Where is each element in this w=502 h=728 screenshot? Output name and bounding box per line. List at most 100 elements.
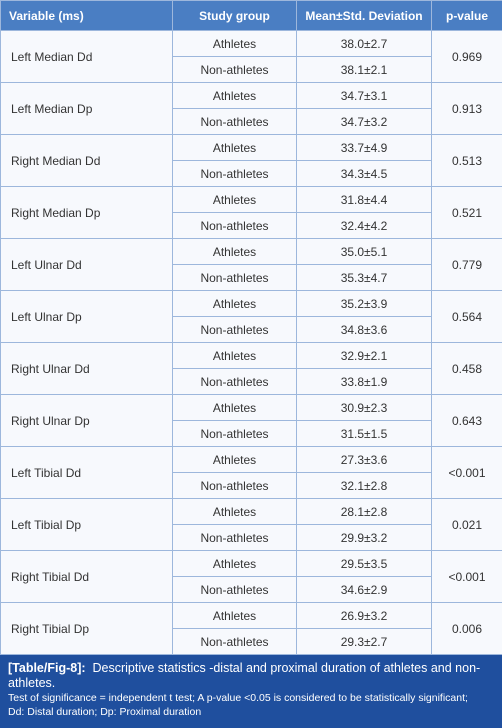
group-cell: Athletes [172, 550, 297, 577]
mean-cell: 32.1±2.8 [296, 472, 432, 499]
mean-cell: 29.9±3.2 [296, 524, 432, 551]
table-row: Right Ulnar Dp Athletes 30.9±2.3 0.643 [0, 394, 502, 447]
table-row: Left Ulnar Dp Athletes 35.2±3.9 0.564 [0, 290, 502, 343]
p-value-cell: <0.001 [431, 446, 502, 499]
mean-cell: 32.9±2.1 [296, 342, 432, 369]
header-row: Variable (ms) Study group Mean±Std. Deviat… [0, 0, 502, 31]
table-row: Left Median Dd Athletes 38.0±2.7 0.969 [0, 30, 502, 83]
mean-cell: 29.3±2.7 [296, 628, 432, 655]
group-cell: Non-athletes [172, 368, 297, 395]
p-value-cell: 0.913 [431, 82, 502, 135]
table-row: Left Ulnar Dd Athletes 35.0±5.1 0.779 [0, 238, 502, 291]
caption-main: [Table/Fig-8]: Descriptive statistics -d… [8, 661, 494, 691]
table-row: Right Median Dd Athletes 33.7±4.9 0.513 [0, 134, 502, 187]
variable-cell: Left Ulnar Dd [0, 238, 173, 291]
table-row: Left Median Dp Athletes 34.7±3.1 0.913 [0, 82, 502, 135]
mean-cell: 27.3±3.6 [296, 446, 432, 473]
table-row: Non-athletes 34.6±2.9 [1, 576, 502, 603]
variable-cell: Right Tibial Dd [0, 550, 173, 603]
table-row: Non-athletes 32.4±4.2 [1, 212, 502, 239]
variable-cell: Left Tibial Dd [0, 446, 173, 499]
mean-cell: 38.0±2.7 [296, 30, 432, 57]
variable-cell: Left Tibial Dp [0, 498, 173, 551]
table-row: Right Ulnar Dd Athletes 32.9±2.1 0.458 [0, 342, 502, 395]
group-cell: Non-athletes [172, 108, 297, 135]
mean-cell: 30.9±2.3 [296, 394, 432, 421]
mean-cell: 31.5±1.5 [296, 420, 432, 447]
table-row: Non-athletes 38.1±2.1 [1, 56, 502, 83]
variable-cell: Left Median Dp [0, 82, 173, 135]
mean-cell: 34.3±4.5 [296, 160, 432, 187]
mean-cell: 34.8±3.6 [296, 316, 432, 343]
group-cell: Non-athletes [172, 264, 297, 291]
variable-cell: Left Ulnar Dp [0, 290, 173, 343]
table-row: Non-athletes 35.3±4.7 [1, 264, 502, 291]
p-value-cell: <0.001 [431, 550, 502, 603]
variable-cell: Right Ulnar Dd [0, 342, 173, 395]
mean-cell: 35.3±4.7 [296, 264, 432, 291]
mean-cell: 35.2±3.9 [296, 290, 432, 317]
mean-cell: 28.1±2.8 [296, 498, 432, 525]
mean-cell: 32.4±4.2 [296, 212, 432, 239]
caption-note: Dd: Distal duration; Dp: Proximal durati… [8, 706, 202, 718]
p-value-cell: 0.513 [431, 134, 502, 187]
p-value-cell: 0.969 [431, 30, 502, 83]
mean-cell: 29.5±3.5 [296, 550, 432, 577]
table-row: Left Tibial Dp Athletes 28.1±2.8 0.021 [0, 498, 502, 551]
group-cell: Non-athletes [172, 524, 297, 551]
caption-text: Descriptive statistics -distal and proxi… [8, 661, 481, 690]
variable-cell: Right Tibial Dp [0, 602, 173, 655]
group-cell: Non-athletes [172, 628, 297, 655]
caption-label: [Table/Fig-8]: [8, 661, 86, 675]
table-body: Left Median Dd Athletes 38.0±2.7 0.969 Non-a… [0, 30, 502, 655]
group-cell: Athletes [172, 602, 297, 629]
table-row: Non-athletes 29.9±3.2 [1, 524, 502, 551]
column-header: Variable (ms) [0, 0, 173, 31]
mean-cell: 26.9±3.2 [296, 602, 432, 629]
group-cell: Non-athletes [172, 212, 297, 239]
data-table: Variable (ms) Study group Mean±Std. Deviat… [0, 0, 502, 655]
mean-cell: 31.8±4.4 [296, 186, 432, 213]
group-cell: Non-athletes [172, 472, 297, 499]
table-row: Non-athletes 33.8±1.9 [1, 368, 502, 395]
column-header: Study group [172, 0, 297, 31]
group-cell: Non-athletes [172, 576, 297, 603]
group-cell: Athletes [172, 30, 297, 57]
p-value-cell: 0.021 [431, 498, 502, 551]
mean-cell: 33.7±4.9 [296, 134, 432, 161]
group-cell: Athletes [172, 290, 297, 317]
p-value-cell: 0.779 [431, 238, 502, 291]
column-header: p-value [431, 0, 502, 31]
group-cell: Athletes [172, 186, 297, 213]
variable-cell: Left Median Dd [0, 30, 173, 83]
group-cell: Athletes [172, 82, 297, 109]
mean-cell: 34.7±3.2 [296, 108, 432, 135]
column-header: Mean±Std. Deviation [296, 0, 432, 31]
variable-cell: Right Median Dp [0, 186, 173, 239]
caption-note: Test of significance = independent t tes… [8, 692, 468, 704]
p-value-cell: 0.564 [431, 290, 502, 343]
mean-cell: 38.1±2.1 [296, 56, 432, 83]
table-row: Non-athletes 29.3±2.7 [1, 628, 502, 655]
group-cell: Athletes [172, 342, 297, 369]
caption-notes: Test of significance = independent t tes… [8, 691, 494, 719]
mean-cell: 35.0±5.1 [296, 238, 432, 265]
p-value-cell: 0.006 [431, 602, 502, 655]
p-value-cell: 0.643 [431, 394, 502, 447]
table-row: Right Median Dp Athletes 31.8±4.4 0.521 [0, 186, 502, 239]
table-row: Non-athletes 34.8±3.6 [1, 316, 502, 343]
mean-cell: 33.8±1.9 [296, 368, 432, 395]
group-cell: Athletes [172, 238, 297, 265]
table-row: Non-athletes 31.5±1.5 [1, 420, 502, 447]
group-cell: Non-athletes [172, 56, 297, 83]
variable-cell: Right Median Dd [0, 134, 173, 187]
caption: [Table/Fig-8]: Descriptive statistics -d… [0, 655, 502, 728]
table-row: Non-athletes 34.3±4.5 [1, 160, 502, 187]
table-row: Right Tibial Dd Athletes 29.5±3.5 <0.001 [0, 550, 502, 603]
variable-cell: Right Ulnar Dp [0, 394, 173, 447]
group-cell: Non-athletes [172, 160, 297, 187]
mean-cell: 34.6±2.9 [296, 576, 432, 603]
group-cell: Non-athletes [172, 420, 297, 447]
group-cell: Non-athletes [172, 316, 297, 343]
